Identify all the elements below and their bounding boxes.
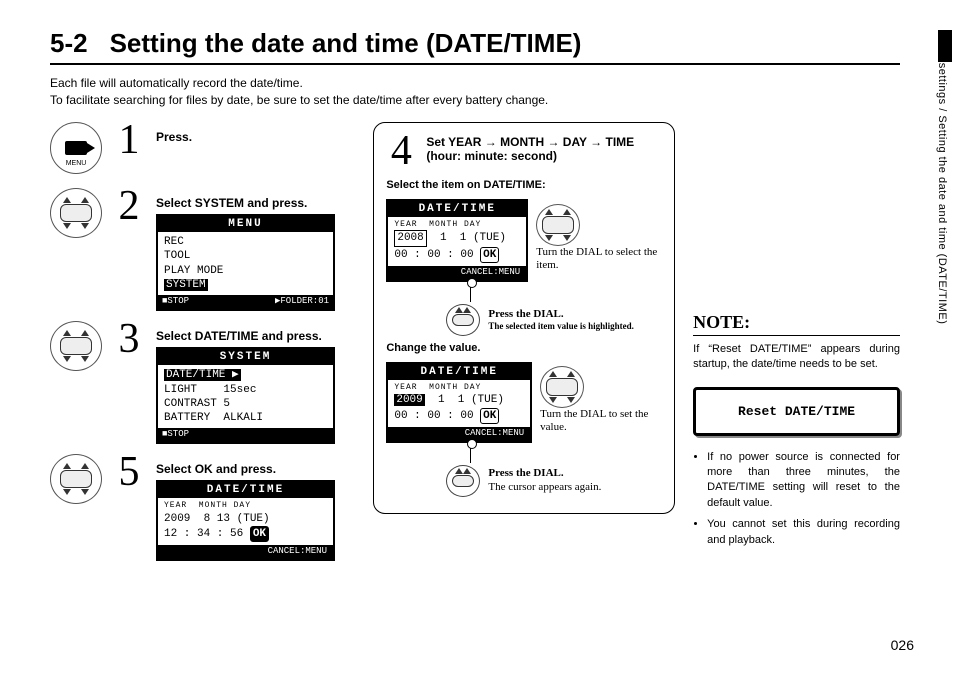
step-3-text: Select DATE/TIME and press. xyxy=(156,321,335,343)
step-2-text: Select SYSTEM and press. xyxy=(156,188,335,210)
step4-caption-2: Turn the DIAL to set the value. xyxy=(540,408,662,434)
step-number-3: 3 xyxy=(114,321,144,359)
step-1: MENU 1 Press. xyxy=(50,122,355,178)
press-dial-2b: The cursor appears again. xyxy=(488,481,601,494)
step-2: 2 Select SYSTEM and press. MENU REC TOOL… xyxy=(50,188,355,311)
section-title: Setting the date and time (DATE/TIME) xyxy=(110,28,582,59)
lcd-datetime-final: DATE/TIME YEAR MONTH DAY 2009 8 13 (TUE)… xyxy=(156,480,335,561)
lcd-system: SYSTEM DATE/TIME ▶ LIGHT 15sec CONTRAST … xyxy=(156,347,335,444)
menu-button-icon: MENU xyxy=(50,122,102,174)
step-3: 3 Select DATE/TIME and press. SYSTEM DAT… xyxy=(50,321,355,444)
lcd-datetime-2: DATE/TIME YEAR MONTH DAY 2009 1 1 (TUE) … xyxy=(386,362,532,443)
step4-caption-1: Turn the DIAL to select the item. xyxy=(536,246,662,272)
dial-icon xyxy=(50,454,102,504)
press-dial-2: Press the DIAL. xyxy=(488,467,601,480)
connector-line xyxy=(470,445,471,463)
step-5-text: Select OK and press. xyxy=(156,454,335,476)
dial-icon xyxy=(50,188,102,238)
step-4-head-2: (hour: minute: second) xyxy=(426,149,634,163)
reset-datetime-box: Reset DATE/TIME xyxy=(693,387,900,436)
page-number: 026 xyxy=(891,637,914,653)
step-number-1: 1 xyxy=(114,122,144,160)
dial-press-icon xyxy=(446,304,480,336)
dial-icon xyxy=(50,321,102,371)
note-column: NOTE: If “Reset DATE/TIME” appears durin… xyxy=(693,122,900,559)
dial-icon xyxy=(540,366,584,408)
step-4-box: 4 Set YEAR → MONTH → DAY → TIME (hour: m… xyxy=(373,122,675,514)
step4-sub1: Select the item on DATE/TIME: xyxy=(386,179,662,191)
side-tab-text: Initial settings / Setting the date and … xyxy=(936,30,948,324)
note-body: If “Reset DATE/TIME” appears during star… xyxy=(693,342,900,373)
intro-line-1: Each file will automatically record the … xyxy=(50,75,900,92)
step-5: 5 Select OK and press. DATE/TIME YEAR MO… xyxy=(50,454,355,561)
note-bullets: If no power source is connected for more… xyxy=(693,450,900,548)
step-1-text: Press. xyxy=(156,122,192,144)
note-heading: NOTE: xyxy=(693,312,900,336)
intro-line-2: To facilitate searching for files by dat… xyxy=(50,92,900,109)
step-4-head-1: Set YEAR → MONTH → DAY → TIME xyxy=(426,133,634,149)
step-number-5: 5 xyxy=(114,454,144,492)
step4-sub2: Change the value. xyxy=(386,342,662,354)
page-content: 5-2 Setting the date and time (DATE/TIME… xyxy=(50,28,900,571)
page-title-row: 5-2 Setting the date and time (DATE/TIME… xyxy=(50,28,900,65)
connector-line xyxy=(470,284,471,302)
dial-icon xyxy=(536,204,580,246)
left-column: MENU 1 Press. 2 Select SYSTEM and press.… xyxy=(50,122,355,571)
note-bullet-1: If no power source is connected for more… xyxy=(707,450,900,512)
press-dial-1b: The selected item value is highlighted. xyxy=(488,321,634,332)
intro-text: Each file will automatically record the … xyxy=(50,75,900,110)
lcd-menu: MENU REC TOOL PLAY MODE SYSTEM ■STOP ▶FO… xyxy=(156,214,335,311)
lcd-datetime-1: DATE/TIME YEAR MONTH DAY 2008 1 1 (TUE) … xyxy=(386,199,528,282)
section-number: 5-2 xyxy=(50,28,88,59)
note-bullet-2: You cannot set this during recording and… xyxy=(707,517,900,548)
step-number-4: 4 xyxy=(386,133,416,171)
dial-press-icon xyxy=(446,465,480,497)
step-number-2: 2 xyxy=(114,188,144,226)
press-dial-1: Press the DIAL. xyxy=(488,308,634,321)
